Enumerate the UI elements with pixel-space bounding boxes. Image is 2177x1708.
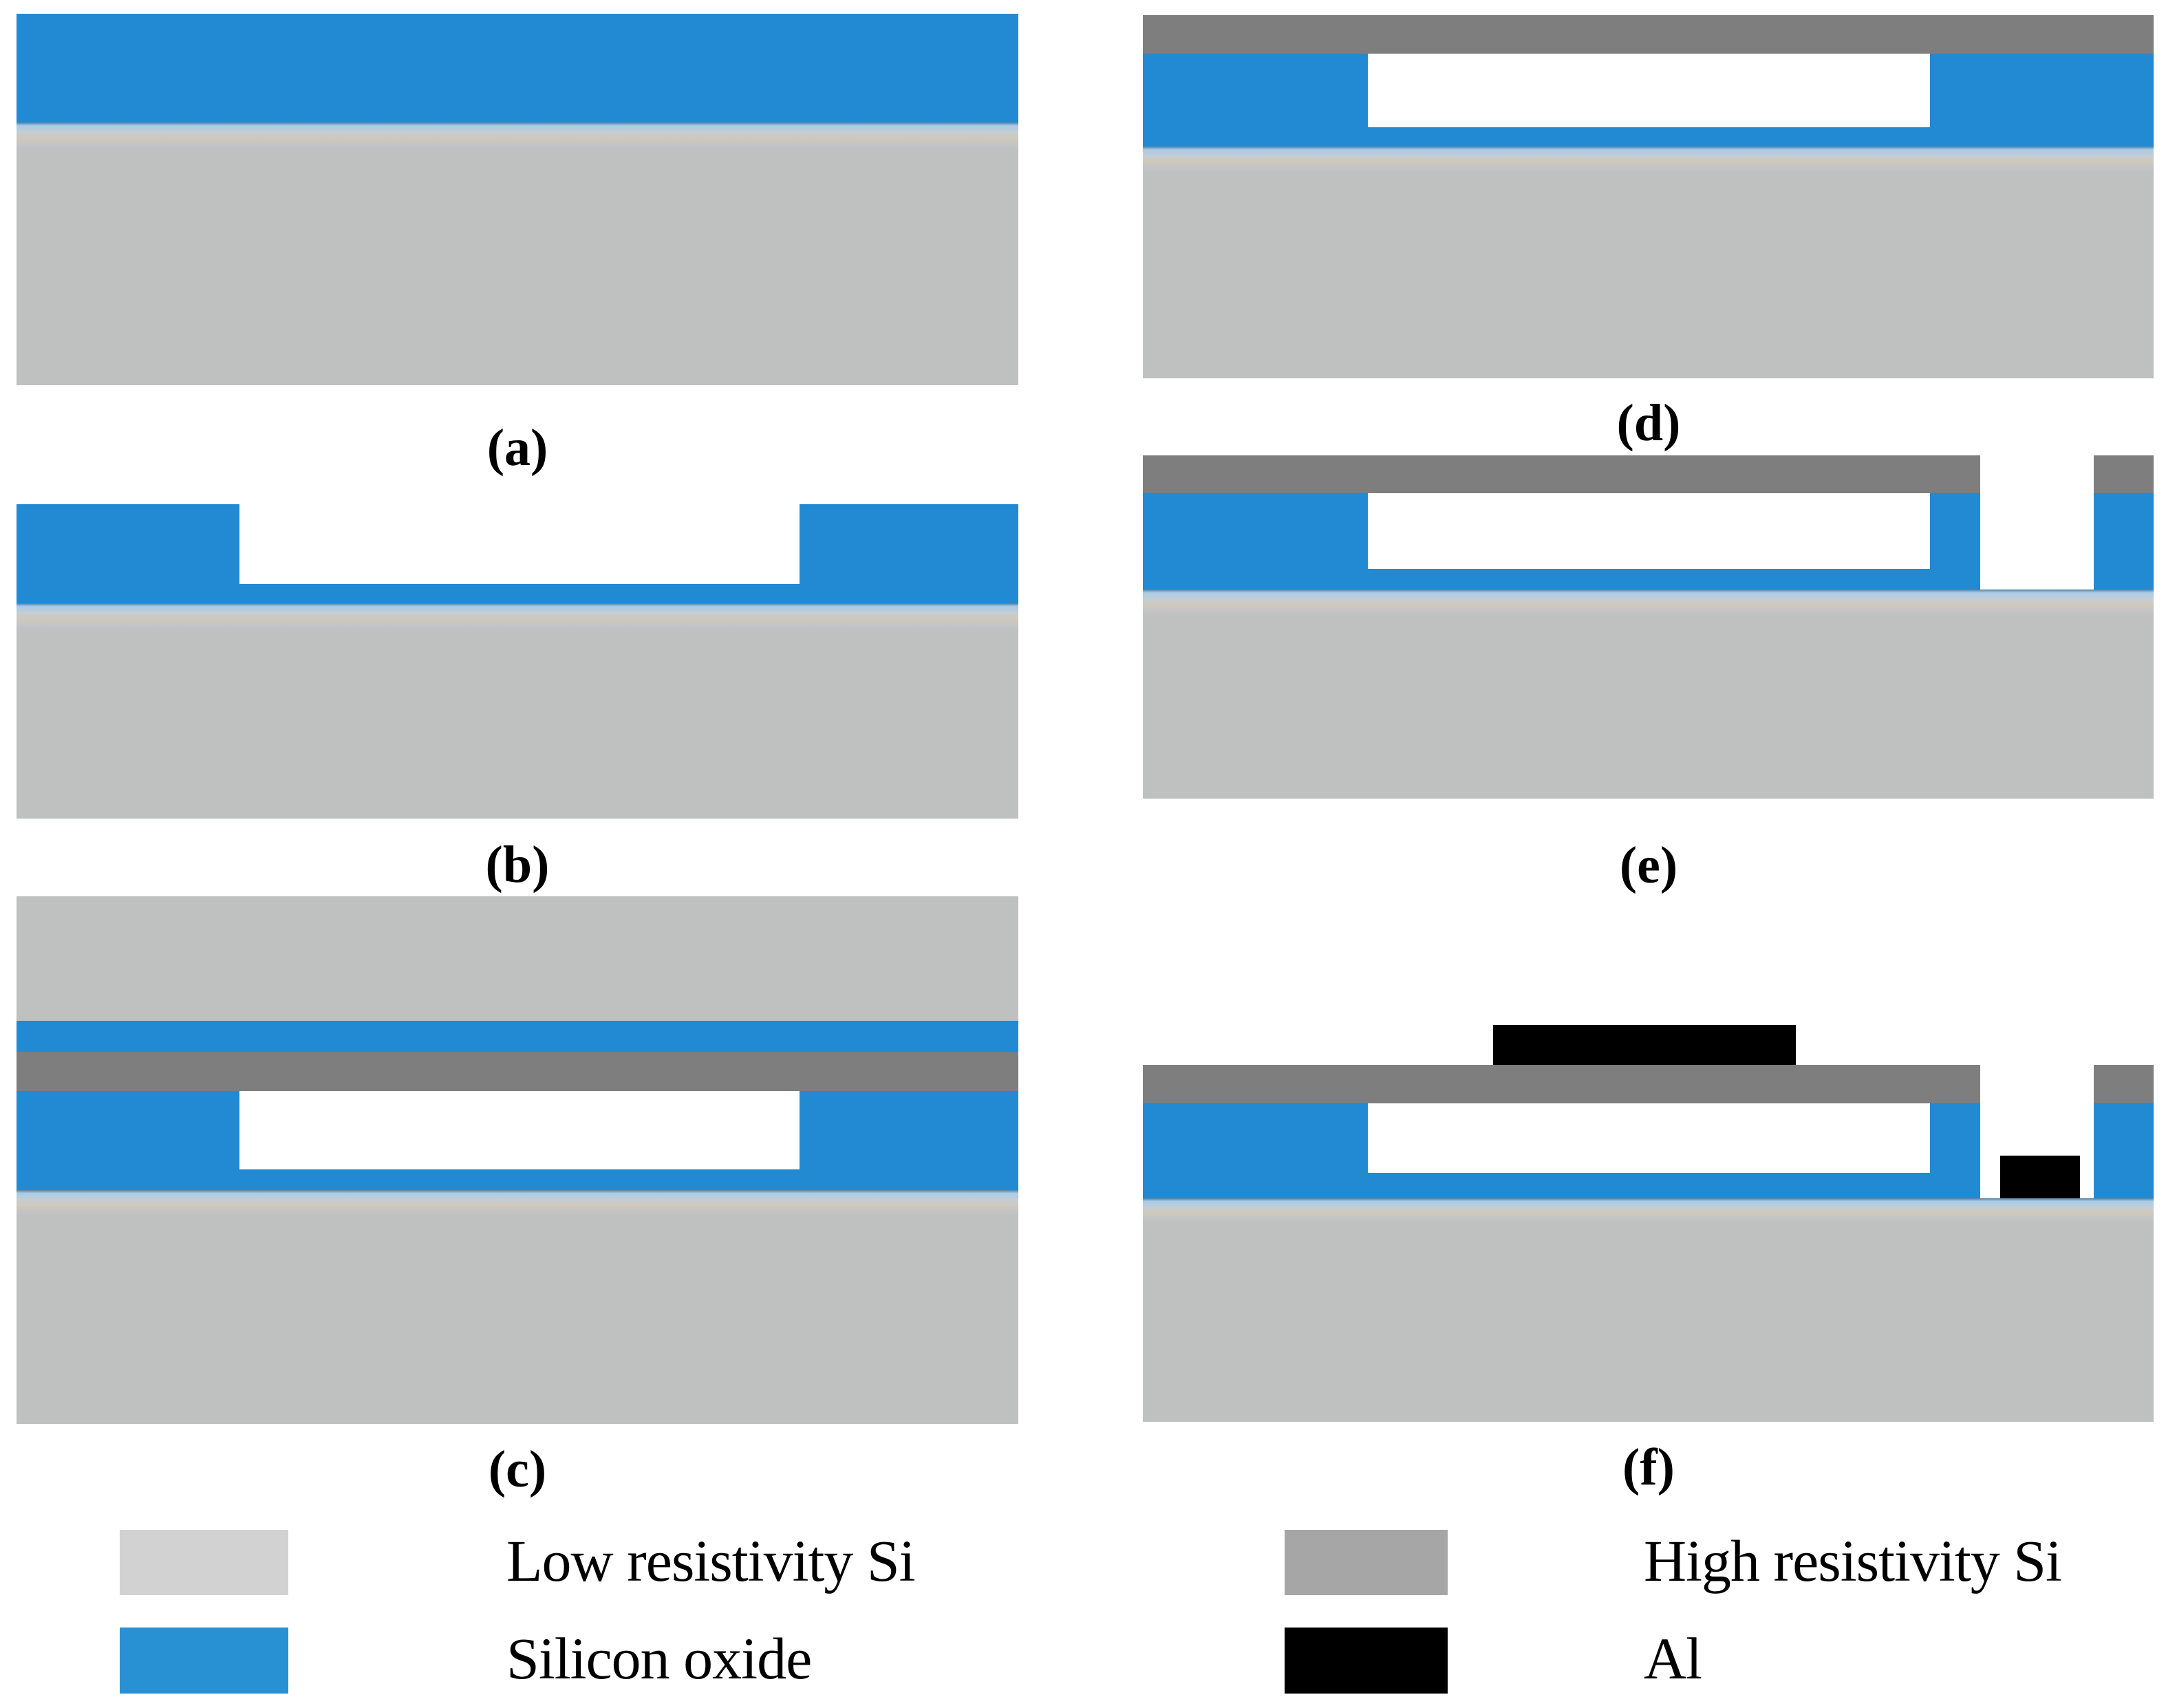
legend-label-low-resistivity-si: Low resistivity Si: [506, 1528, 916, 1594]
legend-swatch-silicon-oxide: [120, 1628, 288, 1694]
low-res-si-substrate: [17, 149, 1018, 385]
low-res-si-substrate: [1143, 1223, 2154, 1422]
oxide-substrate-interface: [1143, 1198, 2154, 1223]
legend-label-silicon-oxide: Silicon oxide: [506, 1625, 812, 1691]
panel-label-b: (b): [485, 836, 550, 894]
legend-swatch-low-resistivity-si: [120, 1530, 288, 1595]
low-res-si-substrate: [1143, 616, 2154, 799]
oxide-substrate-interface: [17, 1190, 1018, 1216]
buried-oxide-layer: [17, 1021, 1018, 1052]
low-res-si-substrate: [17, 1216, 1018, 1424]
oxide-substrate-interface: [1143, 590, 2154, 616]
sealed-cavity: [239, 1091, 800, 1169]
etched-trench: [1980, 455, 2094, 590]
sealed-cavity: [1368, 54, 1930, 127]
panel-label-d: (d): [1616, 394, 1681, 452]
legend-label-al: Al: [1644, 1625, 1702, 1691]
oxide-substrate-interface: [17, 603, 1018, 629]
panel-label-e: (e): [1619, 836, 1678, 894]
low-res-si-substrate: [1143, 172, 2154, 378]
oxide-layer: [17, 14, 1018, 122]
legend-swatch-al: [1285, 1628, 1448, 1694]
sealed-cavity: [1368, 1103, 1930, 1173]
high-res-si-membrane: [1143, 15, 2154, 54]
oxide-substrate-interface: [17, 122, 1018, 149]
low-res-si-substrate: [17, 629, 1018, 819]
panel-label-c: (c): [488, 1440, 547, 1498]
legend-swatch-high-resistivity-si: [1285, 1530, 1448, 1595]
high-res-si-layer: [17, 1052, 1018, 1091]
handle-low-res-si: [17, 896, 1018, 1021]
panel-label-a: (a): [486, 419, 548, 477]
al-top-electrode: [1493, 1025, 1796, 1065]
al-substrate-contact-pad: [2000, 1156, 2080, 1198]
legend-label-high-resistivity-si: High resistivity Si: [1644, 1528, 2062, 1594]
etched-cavity: [239, 504, 800, 584]
panel-label-f: (f): [1622, 1438, 1675, 1496]
sealed-cavity: [1368, 493, 1930, 569]
oxide-substrate-interface: [1143, 147, 2154, 172]
